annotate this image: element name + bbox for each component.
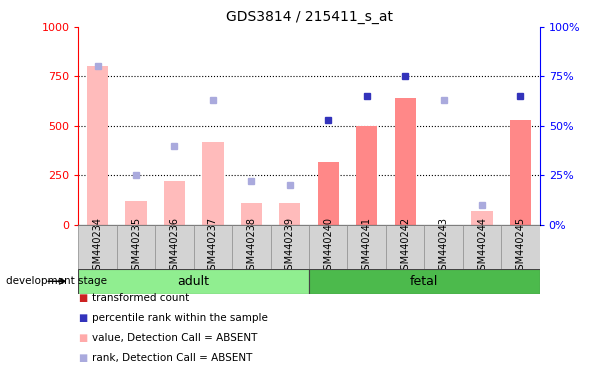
Bar <box>203 142 224 225</box>
Text: ■: ■ <box>78 313 87 323</box>
Bar <box>241 203 262 225</box>
Text: GSM440239: GSM440239 <box>285 217 295 276</box>
Text: GSM440236: GSM440236 <box>169 217 180 276</box>
Bar <box>125 201 147 225</box>
Bar <box>164 181 185 225</box>
Bar <box>279 203 300 225</box>
Text: transformed count: transformed count <box>92 293 189 303</box>
Text: ■: ■ <box>78 353 87 362</box>
Bar <box>394 98 415 225</box>
Text: ■: ■ <box>78 333 87 343</box>
Bar <box>356 126 377 225</box>
Text: GSM440235: GSM440235 <box>131 217 141 276</box>
Text: GSM440242: GSM440242 <box>400 217 410 276</box>
Text: GSM440245: GSM440245 <box>516 217 525 276</box>
Text: GSM440234: GSM440234 <box>93 217 103 276</box>
Bar <box>472 211 493 225</box>
Text: GSM440240: GSM440240 <box>323 217 333 276</box>
Title: GDS3814 / 215411_s_at: GDS3814 / 215411_s_at <box>226 10 393 25</box>
Bar <box>510 120 531 225</box>
Text: GSM440241: GSM440241 <box>362 217 371 276</box>
Bar <box>87 66 108 225</box>
Text: GSM440243: GSM440243 <box>438 217 449 276</box>
Text: GSM440238: GSM440238 <box>247 217 256 276</box>
Text: value, Detection Call = ABSENT: value, Detection Call = ABSENT <box>92 333 257 343</box>
Text: adult: adult <box>178 275 210 288</box>
Text: rank, Detection Call = ABSENT: rank, Detection Call = ABSENT <box>92 353 252 362</box>
Bar <box>78 269 309 294</box>
Bar <box>309 269 540 294</box>
Text: ■: ■ <box>78 293 87 303</box>
Text: GSM440244: GSM440244 <box>477 217 487 276</box>
Text: percentile rank within the sample: percentile rank within the sample <box>92 313 268 323</box>
Bar <box>318 162 339 225</box>
Text: development stage: development stage <box>6 276 107 286</box>
Text: fetal: fetal <box>410 275 438 288</box>
Text: GSM440237: GSM440237 <box>208 217 218 276</box>
